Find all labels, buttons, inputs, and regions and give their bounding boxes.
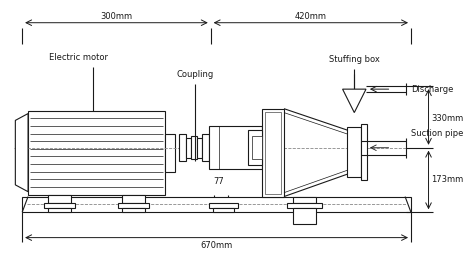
Bar [202, 134, 209, 161]
Text: Electric motor: Electric motor [49, 53, 109, 62]
Bar [186, 138, 191, 158]
Polygon shape [15, 113, 28, 192]
Bar [248, 130, 263, 165]
Bar [263, 109, 284, 196]
Bar [22, 196, 411, 212]
Bar [361, 124, 367, 180]
Bar [165, 134, 174, 172]
Bar [197, 138, 202, 158]
Bar [180, 134, 186, 161]
Text: Suction pipe: Suction pipe [411, 129, 463, 138]
Text: Stuffing box: Stuffing box [329, 55, 380, 64]
Text: 330mm: 330mm [431, 114, 464, 123]
Bar [293, 208, 316, 224]
Bar [118, 203, 149, 208]
Bar [47, 208, 71, 212]
Text: Discharge: Discharge [411, 85, 453, 94]
Text: 670mm: 670mm [201, 241, 233, 250]
Text: 300mm: 300mm [100, 12, 133, 21]
Bar [287, 203, 322, 208]
Text: 173mm: 173mm [431, 175, 464, 184]
Text: 420mm: 420mm [295, 12, 327, 21]
Bar [122, 208, 145, 212]
Polygon shape [343, 89, 366, 113]
Text: 77: 77 [213, 177, 224, 186]
Bar [213, 208, 234, 212]
Text: Coupling: Coupling [176, 70, 214, 79]
Bar [252, 136, 263, 159]
Bar [28, 111, 165, 195]
Bar [293, 196, 316, 203]
Bar [122, 195, 145, 203]
Bar [209, 203, 238, 208]
Bar [265, 112, 281, 194]
Bar [44, 203, 75, 208]
Bar [209, 126, 263, 169]
Bar [191, 136, 197, 159]
Bar [47, 195, 71, 203]
Bar [347, 127, 361, 177]
